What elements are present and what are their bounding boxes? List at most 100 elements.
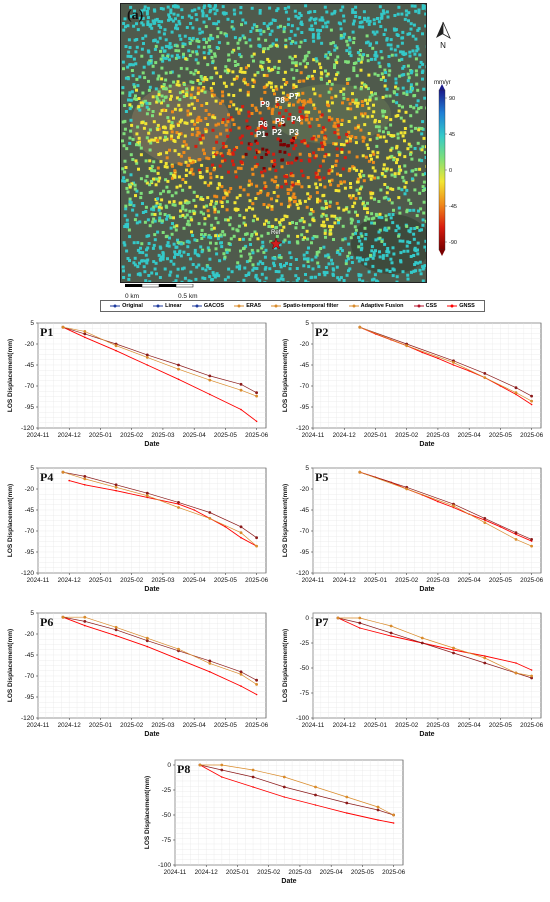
map-pixel xyxy=(306,144,310,148)
map-pixel xyxy=(200,104,204,107)
map-pixel xyxy=(284,98,288,102)
map-pixel xyxy=(424,150,426,154)
map-pixel xyxy=(190,9,194,13)
map-pixel xyxy=(413,4,417,8)
map-pixel xyxy=(215,140,219,144)
map-pixel xyxy=(419,272,423,276)
map-pixel xyxy=(378,236,382,240)
map-pixel xyxy=(129,118,133,122)
data-point xyxy=(358,470,362,474)
map-pixel xyxy=(396,114,400,117)
map-pixel xyxy=(143,5,147,9)
map-pixel xyxy=(153,9,157,13)
map-pixel xyxy=(192,209,195,213)
map-pixel xyxy=(218,259,222,263)
map-pixel xyxy=(191,263,195,266)
map-pixel xyxy=(144,279,148,282)
scale-label-start: 0 km xyxy=(125,293,139,300)
map-pixel xyxy=(167,18,170,22)
map-pixel xyxy=(266,205,270,209)
map-pixel xyxy=(336,128,340,132)
map-pixel xyxy=(405,90,409,94)
map-pixel xyxy=(148,191,152,194)
map-pixel xyxy=(287,17,291,21)
map-pixel xyxy=(316,28,320,32)
map-pixel xyxy=(347,150,351,154)
map-pixel xyxy=(207,51,211,55)
map-pixel xyxy=(155,201,159,205)
map-pixel xyxy=(415,49,419,53)
map-pixel xyxy=(166,190,170,194)
map-pixel xyxy=(388,155,392,159)
data-point xyxy=(283,796,286,798)
map-pixel xyxy=(397,58,401,62)
map-pixel xyxy=(386,43,390,47)
map-pixel xyxy=(121,167,125,171)
map-pixel xyxy=(416,141,420,145)
map-pixel xyxy=(355,168,359,172)
map-pixel xyxy=(129,5,133,9)
map-pixel xyxy=(405,13,409,17)
map-pixel xyxy=(171,173,175,177)
map-pixel xyxy=(418,228,422,232)
x-tick-label: 2024-11 xyxy=(302,432,325,439)
map-pixel xyxy=(164,162,168,165)
map-pixel xyxy=(295,69,299,72)
map-pixel xyxy=(350,256,354,259)
map-pixel xyxy=(146,218,150,222)
map-pixel xyxy=(132,204,136,208)
x-tick-label: 2025-05 xyxy=(489,722,513,729)
map-pixel xyxy=(159,160,163,164)
data-point xyxy=(530,669,533,671)
map-pixel xyxy=(208,275,212,279)
map-pixel xyxy=(241,155,245,159)
data-point xyxy=(220,768,224,772)
map-pixel xyxy=(251,26,255,30)
data-point xyxy=(208,378,212,382)
map-pixel xyxy=(270,205,274,209)
map-pixel xyxy=(251,207,255,211)
map-pixel xyxy=(153,233,157,237)
map-pixel xyxy=(326,20,330,24)
map-pixel xyxy=(380,172,384,175)
map-pixel xyxy=(200,175,204,179)
map-pixel xyxy=(264,38,268,42)
map-pixel xyxy=(354,5,358,9)
map-pixel xyxy=(123,225,127,228)
map-pixel xyxy=(142,65,146,69)
map-pixel xyxy=(235,107,239,111)
map-pixel xyxy=(291,120,295,124)
map-pixel xyxy=(130,105,133,109)
map-pixel xyxy=(414,269,418,273)
map-pixel xyxy=(330,96,334,100)
map-pixel xyxy=(211,59,215,63)
map-pixel xyxy=(306,192,310,196)
map-pixel xyxy=(254,197,258,200)
map-pixel xyxy=(354,136,358,139)
map-pixel xyxy=(330,178,334,182)
map-pixel xyxy=(231,227,235,231)
colorbar-tick-label: 0 xyxy=(449,168,452,174)
map-pixel xyxy=(391,274,395,278)
map-pixel xyxy=(370,114,374,118)
map-pixel xyxy=(154,183,158,187)
map-pixel xyxy=(366,59,370,63)
map-pixel xyxy=(406,64,410,68)
map-pixel xyxy=(314,57,318,61)
map-pixel xyxy=(408,50,412,54)
map-pixel xyxy=(263,120,267,124)
map-pixel xyxy=(186,253,190,256)
map-pixel xyxy=(166,257,169,261)
data-point xyxy=(177,647,180,651)
map-pixel xyxy=(240,70,244,74)
map-pixel xyxy=(128,136,132,140)
map-pixel xyxy=(305,229,309,233)
map-pixel xyxy=(190,119,194,123)
map-pixel xyxy=(211,128,215,132)
map-pixel xyxy=(253,214,257,218)
map-pixel xyxy=(410,177,414,181)
map-pixel xyxy=(387,226,391,230)
map-pixel xyxy=(294,182,298,186)
data-point xyxy=(115,634,117,637)
